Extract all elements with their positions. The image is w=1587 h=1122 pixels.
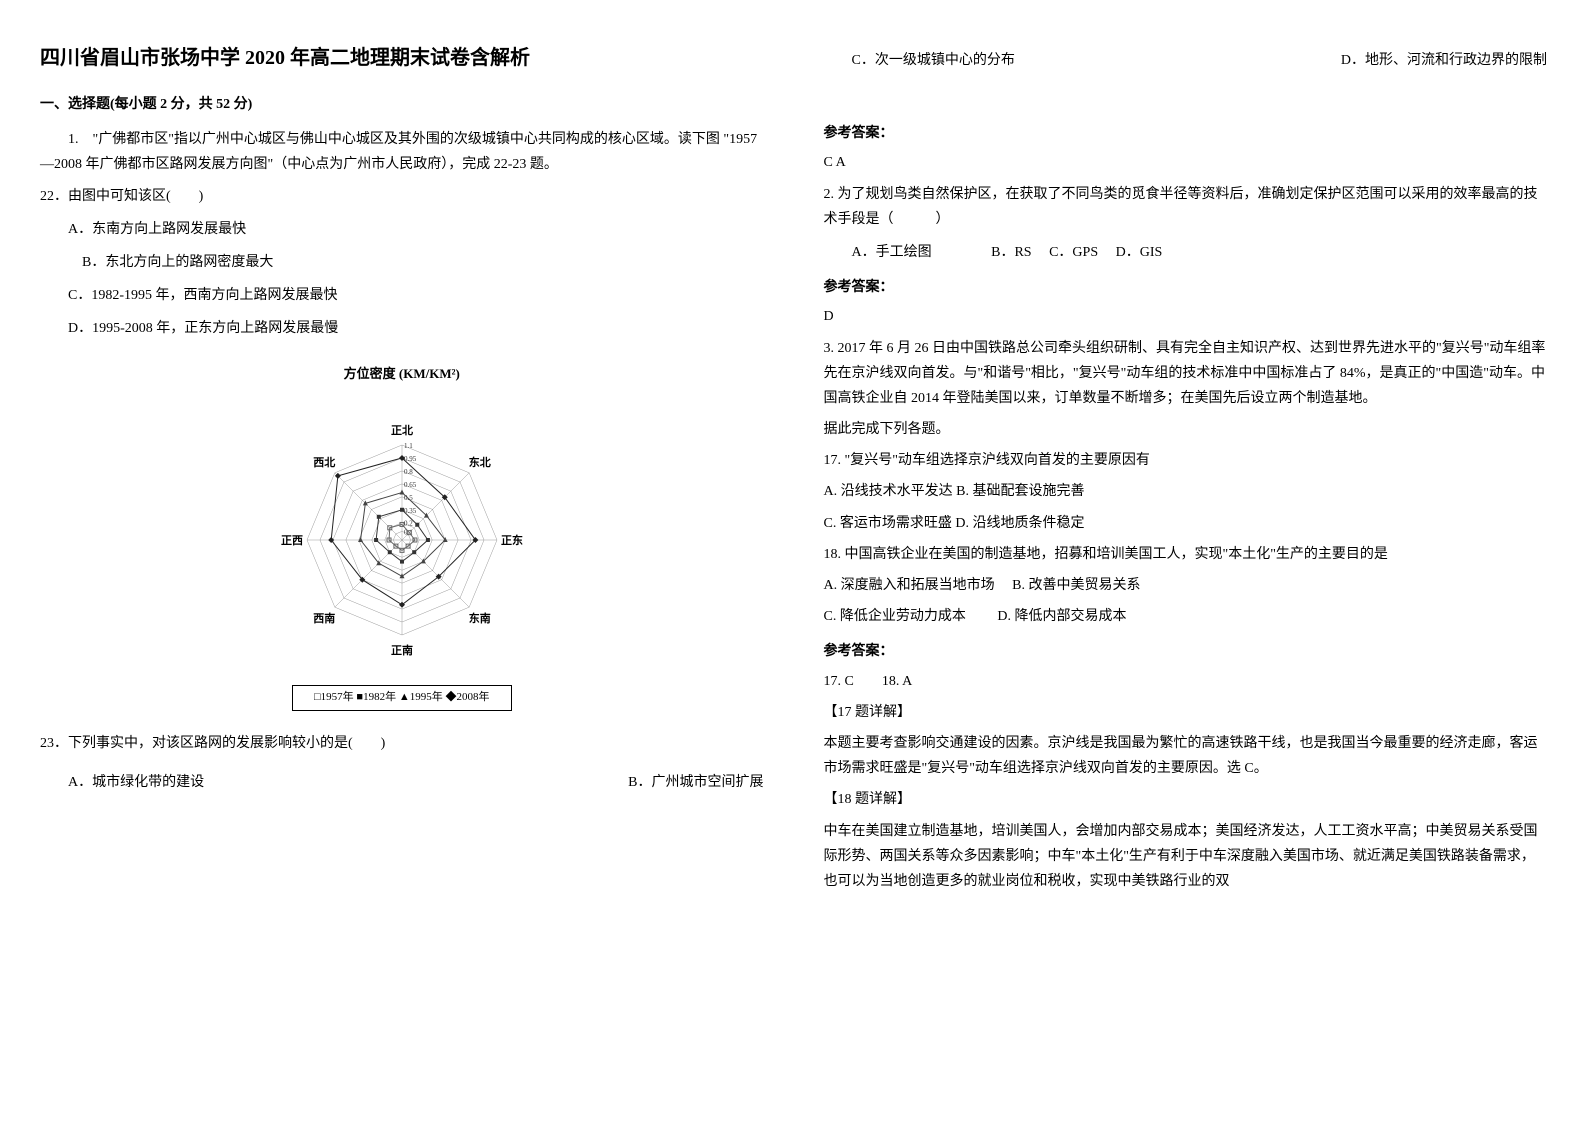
left-column: 四川省眉山市张场中学 2020 年高二地理期末试卷含解析 一、选择题(每小题 2… bbox=[40, 40, 764, 900]
q17-options-cd: C. 客运市场需求旺盛 D. 沿线地质条件稳定 bbox=[824, 511, 1548, 536]
q22-option-a: A．东南方向上路网发展最快 bbox=[68, 217, 764, 242]
chart-title: 方位密度 (KM/KM²) bbox=[40, 362, 764, 385]
q2-option-c: C．GPS bbox=[1049, 245, 1098, 260]
q3-stem2: 据此完成下列各题。 bbox=[824, 417, 1548, 442]
radar-chart: 0.10.20.350.50.650.80.951.1正北东北正东东南正南西南正… bbox=[272, 405, 532, 665]
svg-text:东北: 东北 bbox=[469, 455, 491, 469]
q2-option-b: B．RS bbox=[991, 245, 1031, 260]
legend-2008: ◆2008年 bbox=[445, 691, 489, 703]
q23-option-c: C．次一级城镇中心的分布 bbox=[852, 48, 1015, 73]
svg-text:正南: 正南 bbox=[391, 643, 413, 657]
svg-text:0.8: 0.8 bbox=[404, 468, 413, 476]
q17-text: 17. "复兴号"动车组选择京沪线双向首发的主要原因有 bbox=[824, 448, 1548, 473]
q17-option-b: B. 基础配套设施完善 bbox=[956, 484, 1084, 499]
q2-option-a: A．手工绘图 bbox=[852, 245, 932, 260]
q17-option-a: A. 沿线技术水平发达 bbox=[824, 484, 953, 499]
svg-text:0.65: 0.65 bbox=[404, 481, 417, 489]
exp18-text: 中车在美国建立制造基地，培训美国人，会增加内部交易成本；美国经济发达，人工工资水… bbox=[824, 819, 1548, 895]
chart-legend: □1957年 ■1982年 ▲1995年 ◆2008年 bbox=[292, 685, 512, 711]
exp18-label: 【18 题详解】 bbox=[824, 787, 1548, 812]
q18-text: 18. 中国高铁企业在美国的制造基地，招募和培训美国工人，实现"本土化"生产的主… bbox=[824, 542, 1548, 567]
q22-option-b: B．东北方向上的路网密度最大 bbox=[82, 250, 764, 275]
exp17-label: 【17 题详解】 bbox=[824, 700, 1548, 725]
svg-text:西北: 西北 bbox=[313, 455, 335, 469]
q3-answer: 17. C 18. A bbox=[824, 669, 1548, 694]
q22-option-c: C．1982-1995 年，西南方向上路网发展最快 bbox=[68, 283, 764, 308]
right-column: C．次一级城镇中心的分布 D．地形、河流和行政边界的限制 参考答案： C A 2… bbox=[824, 40, 1548, 900]
svg-text:正北: 正北 bbox=[391, 423, 413, 437]
q2-option-d: D．GIS bbox=[1116, 245, 1163, 260]
svg-text:0.2: 0.2 bbox=[404, 520, 413, 528]
q17-option-c: C. 客运市场需求旺盛 bbox=[824, 516, 952, 531]
q3-answer-label: 参考答案： bbox=[824, 639, 1548, 664]
q23-option-b: B．广州城市空间扩展 bbox=[628, 770, 763, 795]
q18-options-cd: C. 降低企业劳动力成本 D. 降低内部交易成本 bbox=[824, 604, 1548, 629]
q1-answer: C A bbox=[824, 150, 1548, 175]
q2-answer: D bbox=[824, 304, 1548, 329]
q17-options-ab: A. 沿线技术水平发达 B. 基础配套设施完善 bbox=[824, 479, 1548, 504]
q1-stem: 1. "广佛都市区"指以广州中心城区与佛山中心城区及其外围的次级城镇中心共同构成… bbox=[40, 127, 764, 177]
section-header: 一、选择题(每小题 2 分，共 52 分) bbox=[40, 92, 764, 117]
q18-option-a: A. 深度融入和拓展当地市场 bbox=[824, 578, 995, 593]
svg-text:正东: 正东 bbox=[501, 533, 523, 547]
q23-option-d: D．地形、河流和行政边界的限制 bbox=[1341, 48, 1547, 73]
q22-option-d: D．1995-2008 年，正东方向上路网发展最慢 bbox=[68, 316, 764, 341]
document-title: 四川省眉山市张场中学 2020 年高二地理期末试卷含解析 bbox=[40, 40, 764, 76]
legend-1957: □1957年 bbox=[314, 691, 354, 703]
q18-options-ab: A. 深度融入和拓展当地市场 B. 改善中美贸易关系 bbox=[824, 573, 1548, 598]
q18-option-b: B. 改善中美贸易关系 bbox=[1012, 578, 1140, 593]
svg-text:1.1: 1.1 bbox=[404, 442, 413, 450]
q1-answer-label: 参考答案： bbox=[824, 121, 1548, 146]
q22-text: 22．由图中可知该区( ) bbox=[40, 184, 764, 209]
legend-1982: ■1982年 bbox=[356, 691, 396, 703]
q18-option-c: C. 降低企业劳动力成本 bbox=[824, 609, 966, 624]
exam-document: 四川省眉山市张场中学 2020 年高二地理期末试卷含解析 一、选择题(每小题 2… bbox=[40, 40, 1547, 900]
svg-text:西南: 西南 bbox=[313, 611, 335, 625]
legend-1995: ▲1995年 bbox=[399, 691, 443, 703]
q23-option-a: A．城市绿化带的建设 bbox=[68, 770, 204, 795]
exp17-text: 本题主要考查影响交通建设的因素。京沪线是我国最为繁忙的高速铁路干线，也是我国当今… bbox=[824, 731, 1548, 781]
svg-text:正西: 正西 bbox=[281, 534, 303, 547]
q2-answer-label: 参考答案： bbox=[824, 275, 1548, 300]
q2-options: A．手工绘图 B．RS C．GPS D．GIS bbox=[852, 240, 1548, 265]
q17-option-d: D. 沿线地质条件稳定 bbox=[955, 516, 1084, 531]
q3-stem: 3. 2017 年 6 月 26 日由中国铁路总公司牵头组织研制、具有完全自主知… bbox=[824, 336, 1548, 412]
radar-chart-container: 方位密度 (KM/KM²) 0.10.20.350.50.650.80.951.… bbox=[40, 362, 764, 711]
q18-option-d: D. 降低内部交易成本 bbox=[997, 609, 1126, 624]
q2-text: 2. 为了规划鸟类自然保护区，在获取了不同鸟类的觅食半径等资料后，准确划定保护区… bbox=[824, 182, 1548, 232]
q23-text: 23．下列事实中，对该区路网的发展影响较小的是( ) bbox=[40, 731, 764, 756]
svg-text:东南: 东南 bbox=[469, 611, 491, 625]
